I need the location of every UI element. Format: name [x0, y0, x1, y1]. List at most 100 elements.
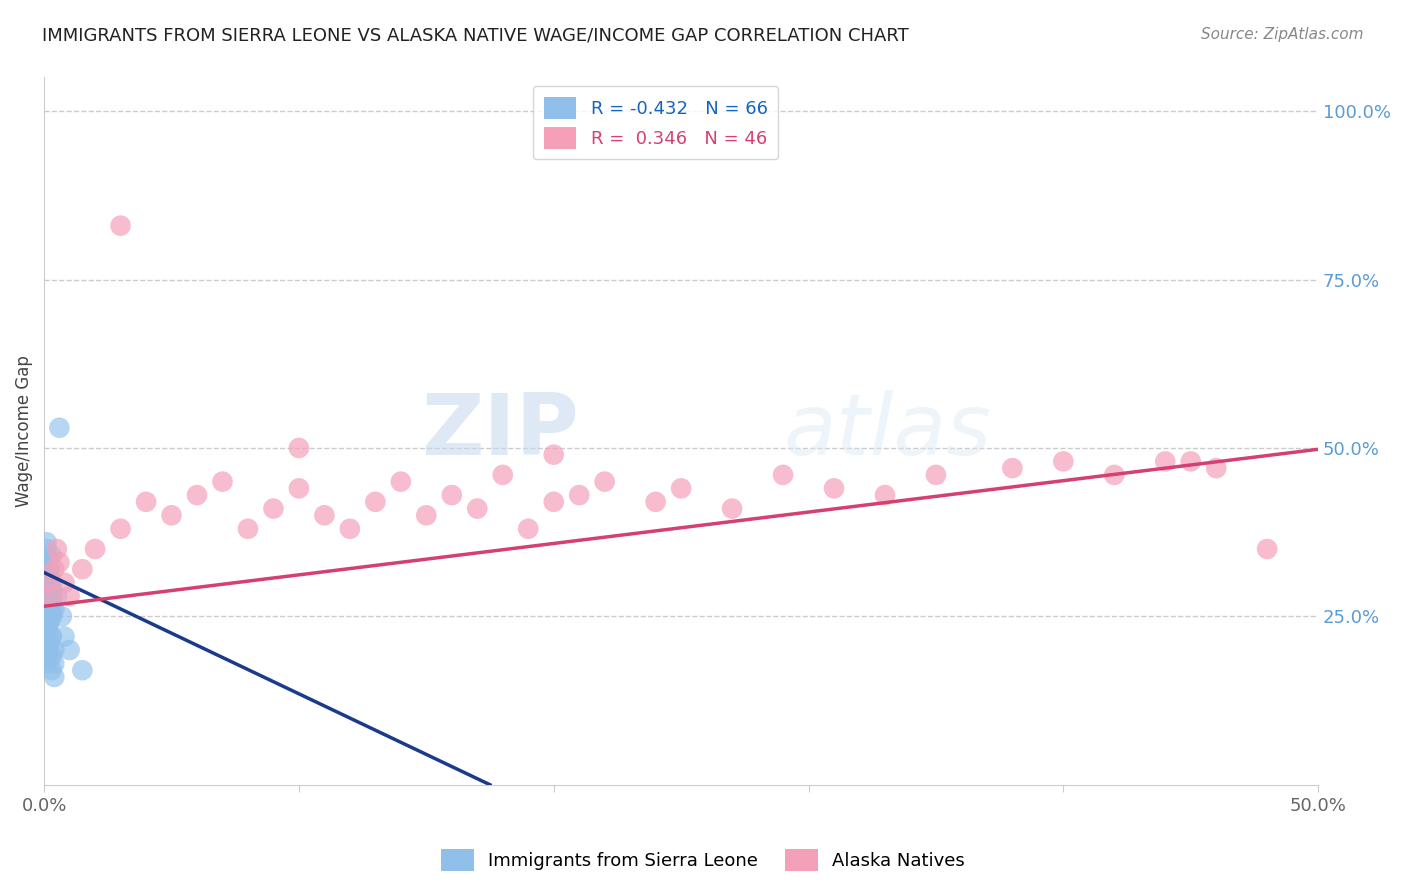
Point	[1001, 461, 1024, 475]
Point	[38, 643, 60, 657]
Point	[53, 575, 76, 590]
Point	[35, 562, 58, 576]
Point	[35, 596, 58, 610]
Point	[72, 562, 94, 576]
Legend: Immigrants from Sierra Leone, Alaska Natives: Immigrants from Sierra Leone, Alaska Nat…	[434, 842, 972, 879]
Point	[35, 541, 58, 556]
Point	[38, 575, 60, 590]
Point	[41, 663, 63, 677]
Point	[669, 481, 692, 495]
Point	[35, 643, 58, 657]
Point	[236, 522, 259, 536]
Point	[517, 522, 540, 536]
Point	[41, 575, 63, 590]
Point	[543, 448, 565, 462]
Point	[84, 541, 107, 556]
Point	[1205, 461, 1227, 475]
Point	[288, 481, 311, 495]
Point	[38, 609, 60, 624]
Point	[35, 575, 58, 590]
Point	[41, 589, 63, 603]
Point	[543, 495, 565, 509]
Point	[48, 556, 70, 570]
Point	[44, 643, 66, 657]
Point	[38, 596, 60, 610]
Point	[35, 575, 58, 590]
Point	[38, 589, 60, 603]
Text: Source: ZipAtlas.com: Source: ZipAtlas.com	[1201, 27, 1364, 42]
Point	[44, 670, 66, 684]
Point	[465, 501, 488, 516]
Point	[38, 596, 60, 610]
Point	[38, 575, 60, 590]
Point	[721, 501, 744, 516]
Point	[1154, 454, 1177, 468]
Point	[38, 556, 60, 570]
Point	[38, 589, 60, 603]
Point	[211, 475, 233, 489]
Point	[38, 649, 60, 664]
Point	[41, 630, 63, 644]
Point	[41, 602, 63, 616]
Point	[110, 522, 132, 536]
Point	[38, 575, 60, 590]
Point	[339, 522, 361, 536]
Point	[389, 475, 412, 489]
Point	[38, 636, 60, 650]
Point	[110, 219, 132, 233]
Point	[58, 643, 80, 657]
Point	[45, 589, 67, 603]
Point	[72, 663, 94, 677]
Y-axis label: Wage/Income Gap: Wage/Income Gap	[15, 355, 32, 507]
Point	[35, 556, 58, 570]
Point	[45, 541, 67, 556]
Point	[44, 657, 66, 671]
Point	[593, 475, 616, 489]
Point	[38, 589, 60, 603]
Point	[38, 616, 60, 631]
Point	[35, 630, 58, 644]
Point	[288, 441, 311, 455]
Point	[1256, 541, 1278, 556]
Point	[135, 495, 157, 509]
Point	[41, 582, 63, 597]
Point	[38, 636, 60, 650]
Point	[415, 508, 437, 523]
Point	[35, 602, 58, 616]
Point	[53, 630, 76, 644]
Point	[44, 602, 66, 616]
Point	[48, 421, 70, 435]
Point	[35, 602, 58, 616]
Point	[38, 569, 60, 583]
Point	[41, 649, 63, 664]
Point	[41, 582, 63, 597]
Point	[1104, 467, 1126, 482]
Point	[35, 556, 58, 570]
Point	[492, 467, 515, 482]
Point	[160, 508, 183, 523]
Point	[38, 569, 60, 583]
Point	[35, 602, 58, 616]
Point	[1052, 454, 1074, 468]
Point	[568, 488, 591, 502]
Point	[644, 495, 666, 509]
Point	[35, 549, 58, 563]
Point	[35, 582, 58, 597]
Point	[364, 495, 387, 509]
Text: IMMIGRANTS FROM SIERRA LEONE VS ALASKA NATIVE WAGE/INCOME GAP CORRELATION CHART: IMMIGRANTS FROM SIERRA LEONE VS ALASKA N…	[42, 27, 908, 45]
Point	[262, 501, 284, 516]
Point	[35, 569, 58, 583]
Point	[925, 467, 948, 482]
Point	[35, 657, 58, 671]
Point	[440, 488, 463, 502]
Point	[38, 582, 60, 597]
Point	[41, 609, 63, 624]
Point	[35, 535, 58, 549]
Point	[51, 609, 73, 624]
Point	[823, 481, 845, 495]
Point	[35, 569, 58, 583]
Point	[38, 562, 60, 576]
Point	[38, 616, 60, 631]
Point	[772, 467, 794, 482]
Point	[41, 589, 63, 603]
